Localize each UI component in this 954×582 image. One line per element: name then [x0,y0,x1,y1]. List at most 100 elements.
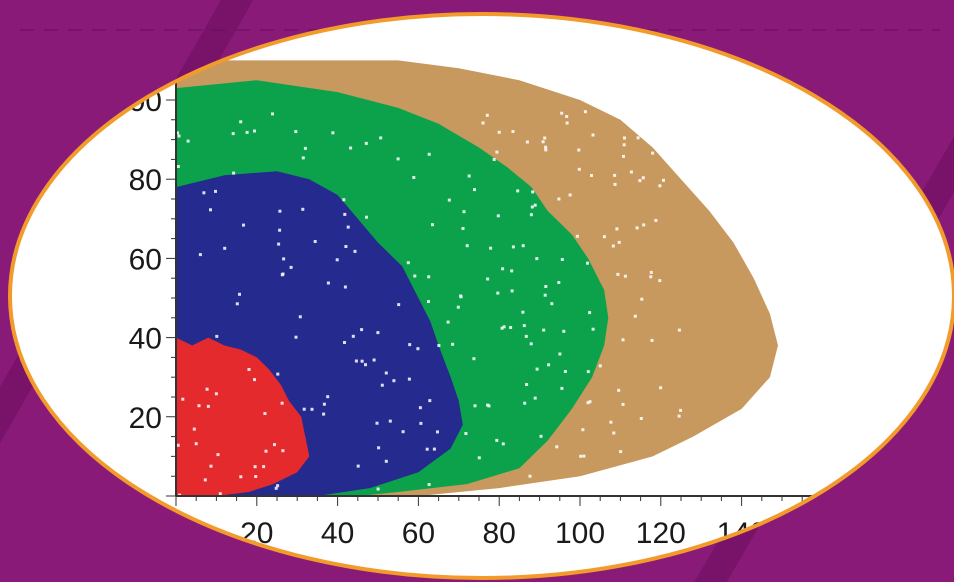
speckle [464,432,468,435]
speckle [501,442,505,446]
speckle [591,133,595,137]
speckle [638,179,642,183]
speckle [343,341,346,344]
speckle [264,449,268,453]
speckle [635,226,639,230]
speckle [659,109,663,113]
x-tick-label: 120 [636,517,686,550]
speckle [521,310,525,314]
speckle [530,205,534,209]
speckle [510,289,514,293]
speckle [277,242,281,246]
speckle [418,406,422,410]
speckle [531,190,535,194]
speckle [301,156,305,160]
speckle [467,174,471,178]
speckle [427,152,431,156]
speckle [215,334,219,338]
speckle [289,265,293,269]
speckle [176,443,180,447]
speckle [496,291,500,295]
speckle [360,359,364,363]
speckle [501,267,505,271]
speckle [473,188,476,192]
speckle [263,412,267,415]
speckle [581,428,585,432]
speckle [543,136,547,140]
speckle [650,338,654,342]
speckle [598,364,602,368]
speckle [629,170,633,174]
speckle [242,223,245,227]
speckle [533,396,537,400]
speckle [586,401,590,405]
speckle [543,293,547,297]
x-tick-label: 100 [555,517,605,550]
speckle [356,464,360,468]
speckle [615,227,619,231]
speckle [274,486,278,490]
speckle [335,258,339,262]
speckle [623,274,627,278]
speckle [239,120,243,124]
speckle [388,419,392,423]
speckle [376,331,380,335]
speckle [588,311,592,315]
speckle [302,407,306,411]
speckle [437,344,441,347]
speckle [497,130,501,134]
speckle [392,379,396,383]
speckle [351,334,355,338]
speckle [640,297,644,301]
speckle [544,285,548,288]
speckle [177,134,181,138]
speckle [294,335,298,339]
speckle [396,157,400,161]
speckle [282,257,286,261]
speckle [560,111,564,115]
speckle [609,420,613,424]
speckle [298,315,302,319]
speckle [511,130,515,133]
y-tick-label: 80 [129,164,162,197]
speckle [509,326,513,329]
speckle [633,314,637,318]
y-tick-label: 20 [129,402,162,435]
speckle [349,146,353,150]
speckle [535,367,539,371]
y-tick-label: 40 [129,323,162,356]
speckle [544,148,548,152]
speckle [245,130,249,134]
speckle [492,158,496,161]
speckle [202,191,206,195]
speckle [539,434,543,438]
speckle [662,178,665,182]
speckle [635,474,638,478]
speckle [384,371,388,375]
speckle [588,400,592,404]
speckle [557,281,561,284]
speckle [619,450,623,454]
speckle [658,184,662,188]
speckle [451,342,455,346]
speckle [651,151,655,155]
speckle [613,173,617,177]
speckle [401,430,405,434]
speckle [419,421,423,425]
speckle [365,215,368,219]
speckle [524,334,528,338]
speckle [677,414,681,418]
speckle [547,363,551,367]
speckle [636,136,640,140]
speckle [427,483,431,486]
speckle [613,182,617,186]
speckle [677,328,681,332]
speckle [377,446,381,450]
speckle [344,245,348,248]
speckle [262,465,266,469]
speckle [485,113,489,117]
speckle [612,431,616,435]
speckle [462,210,466,214]
